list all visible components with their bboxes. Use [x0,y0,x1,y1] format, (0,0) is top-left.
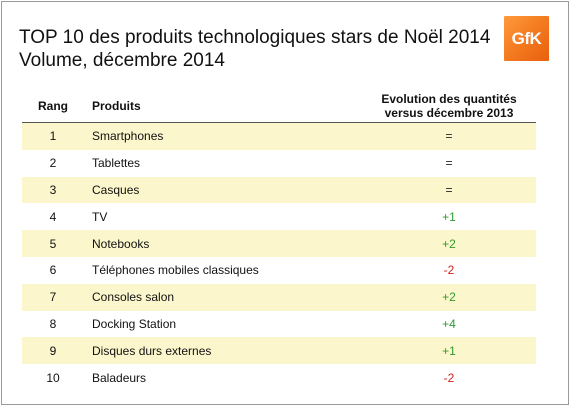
produit-cell: Consoles salon [84,283,362,311]
evolution-cell: +2 [362,230,536,257]
rang-cell: 5 [22,230,84,257]
table-row: 2 Tablettes = [22,150,536,177]
rang-cell: 2 [49,156,57,171]
table-row: 10 Baladeurs -2 [22,364,536,391]
rang-cell: 3 [22,176,84,204]
produit-cell: Casques [84,176,362,204]
evolution-cell: -2 [443,370,455,385]
rang-cell: 6 [49,263,57,278]
produit-cell: Baladeurs [92,370,147,385]
rang-cell: 9 [22,337,84,365]
evolution-cell: = [362,176,536,204]
table-row: 5 Notebooks +2 [22,230,536,257]
produit-cell: Docking Station [92,316,177,331]
column-header-rang: Rang [22,89,84,123]
title-line-1: TOP 10 des produits technologiques stars… [19,27,491,48]
table-row: 9 Disques durs externes +1 [22,337,536,365]
evolution-cell: +1 [362,337,536,365]
table-header-row: Rang Produits Evolution des quantités ve… [22,89,536,123]
evolution-cell: +2 [362,283,536,311]
evolution-cell: = [445,156,453,171]
table-row: 7 Consoles salon +2 [22,283,536,311]
produit-cell: Tablettes [92,156,141,171]
table-row: 1 Smartphones = [22,122,536,150]
rang-cell: 7 [22,283,84,311]
ranking-table: Rang Produits Evolution des quantités ve… [22,89,536,391]
table-row: 6 Téléphones mobiles classiques -2 [22,257,536,284]
produit-cell: Smartphones [84,122,362,150]
rang-cell: 10 [46,370,60,385]
rang-cell: 1 [22,122,84,150]
evolution-cell: = [362,122,536,150]
table-row: 3 Casques = [22,176,536,204]
table-body: 1 Smartphones = 2 Tablettes = 3 Casques = 4 TV +1 5 N… [22,122,536,391]
produit-cell: Téléphones mobiles classiques [92,263,259,278]
column-header-produits: Produits [84,89,362,123]
produit-cell: TV [92,209,108,224]
evolution-cell: -2 [443,263,455,278]
page-title: TOP 10 des produits technologiques stars… [19,26,490,72]
gfk-logo: GfK [504,16,549,61]
rang-cell: 8 [49,316,57,331]
evolution-cell: +4 [442,316,456,331]
evolution-header-line-2: versus décembre 2013 [384,105,514,120]
produit-cell: Notebooks [84,230,362,257]
table-row: 8 Docking Station +4 [22,311,536,338]
evolution-header-line-1: Evolution des quantités [381,91,517,106]
rang-cell: 4 [49,209,57,224]
produit-cell: Disques durs externes [84,337,362,365]
title-line-2: Volume, décembre 2014 [19,50,225,71]
column-header-evolution: Evolution des quantités versus décembre … [362,89,536,123]
evolution-cell: +1 [442,209,456,224]
table-row: 4 TV +1 [22,203,536,230]
